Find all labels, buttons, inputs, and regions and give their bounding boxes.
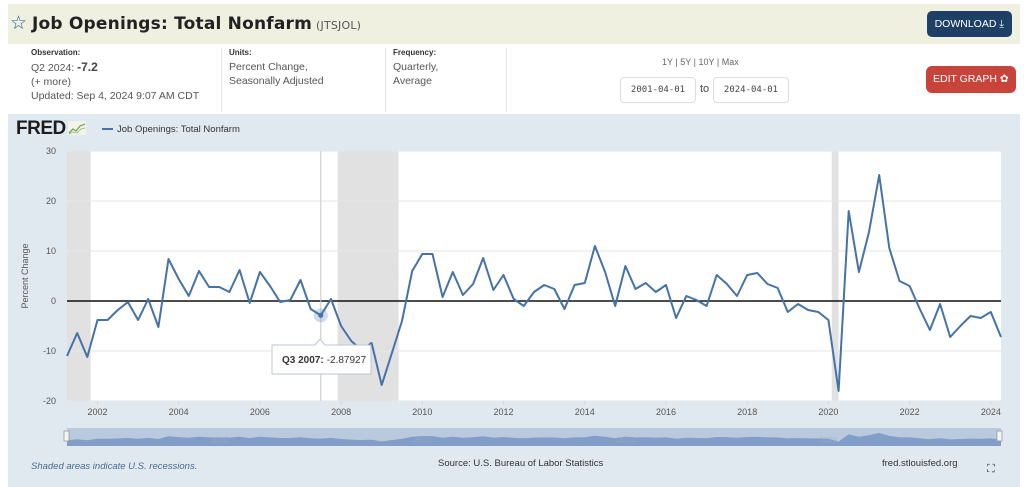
frequency-line1: Quarterly, xyxy=(393,61,439,73)
x-tick-label: 2018 xyxy=(737,407,757,417)
to-label: to xyxy=(700,83,710,95)
legend-label: Job Openings: Total Nonfarm xyxy=(117,124,240,135)
range-selector: 1Y | 5Y | 10Y | Max xyxy=(662,57,739,67)
x-tick-label: 2014 xyxy=(575,407,595,417)
x-tick-label: 2008 xyxy=(331,407,351,417)
updated-text: Updated: Sep 4, 2024 9:07 AM CDT xyxy=(31,90,200,102)
more-link[interactable]: (+ more) xyxy=(31,76,71,88)
observation-value: -7.2 xyxy=(77,60,98,74)
x-tick-label: 2024 xyxy=(981,407,1001,417)
y-tick-label: 30 xyxy=(46,146,56,156)
x-tick-label: 2010 xyxy=(412,407,432,417)
series-line xyxy=(66,174,1002,392)
x-tick-label: 2006 xyxy=(250,407,270,417)
navigator-handle-left[interactable] xyxy=(63,430,70,442)
start-date-input[interactable]: 2001-04-01 xyxy=(620,77,696,103)
end-date-input[interactable]: 2024-04-01 xyxy=(713,77,789,103)
range-sep: | xyxy=(675,57,678,67)
divider xyxy=(506,48,507,112)
x-tick-label: 2012 xyxy=(494,407,514,417)
fullscreen-icon[interactable]: ⛶ xyxy=(987,462,995,475)
navigator[interactable]: 2005 2010 2015 2020 xyxy=(63,428,1003,446)
chart-legend: Job Openings: Total Nonfarm xyxy=(102,124,240,135)
tooltip: Q3 2007: -2.87927 xyxy=(271,338,372,375)
y-tick-label: -20 xyxy=(43,396,56,406)
range-1y[interactable]: 1Y xyxy=(662,57,673,67)
edit-graph-button[interactable]: EDIT GRAPH ✿ xyxy=(926,66,1016,93)
recession-note: Shaded areas indicate U.S. recessions. xyxy=(31,461,198,472)
x-tick-label: 2016 xyxy=(656,407,676,417)
divider xyxy=(221,48,222,112)
download-icon: ⤓ xyxy=(999,18,1004,30)
range-sep: | xyxy=(716,57,720,67)
navigator-area xyxy=(67,433,1001,446)
download-label: DOWNLOAD xyxy=(934,18,997,30)
frequency-line2: Average xyxy=(393,75,432,87)
navigator-label: 2015 xyxy=(616,436,634,445)
hover-point xyxy=(318,312,324,318)
y-axis-label: Percent Change xyxy=(20,243,30,308)
series-header: ☆ Job Openings: Total Nonfarm (JTSJOL) DO… xyxy=(8,4,1020,44)
range-5y[interactable]: 5Y xyxy=(680,57,692,67)
y-tick-label: 10 xyxy=(46,246,56,256)
series-title: Job Openings: Total Nonfarm xyxy=(32,14,313,34)
units-line1: Percent Change, xyxy=(229,61,308,73)
edit-graph-label: EDIT GRAPH xyxy=(933,73,997,85)
divider xyxy=(385,48,386,112)
units-block: Units: Percent Change, Seasonally Adjust… xyxy=(229,48,379,110)
x-tick-label: 2004 xyxy=(169,407,189,417)
fred-url-link[interactable]: fred.stlouisfed.org xyxy=(882,458,958,469)
navigator-handle-right[interactable] xyxy=(996,430,1003,442)
y-tick-label: -10 xyxy=(43,346,56,356)
fred-logo: FRED xyxy=(16,118,86,140)
navigator-label: 2020 xyxy=(820,436,838,445)
source-text: Source: U.S. Bureau of Labor Statistics xyxy=(438,458,604,469)
download-button[interactable]: DOWNLOAD ⤓ xyxy=(926,11,1012,37)
range-sep: | xyxy=(693,57,696,67)
recession-band xyxy=(67,151,91,401)
tooltip-value: -2.87927 xyxy=(327,355,367,366)
y-tick-label: 20 xyxy=(46,196,56,206)
favorite-star-icon[interactable]: ☆ xyxy=(10,12,28,34)
page-title: Job Openings: Total Nonfarm (JTSJOL) xyxy=(32,14,361,34)
frequency-label: Frequency: xyxy=(393,48,437,57)
fred-logo-text: FRED xyxy=(16,118,66,139)
y-tick-label: 0 xyxy=(51,296,56,306)
range-max[interactable]: Max xyxy=(721,57,739,67)
plot-background xyxy=(67,151,1001,401)
series-id: (JTSJOL) xyxy=(316,19,362,32)
navigator-label: 2010 xyxy=(413,436,431,445)
gear-icon: ✿ xyxy=(999,73,1009,85)
fred-logo-chart-icon xyxy=(67,121,86,135)
frequency-block: Frequency: Quarterly, Average xyxy=(393,48,493,110)
legend-swatch xyxy=(102,128,113,131)
svg-text:Q3 2007:-2.87927: Q3 2007: -2.87927 xyxy=(282,355,367,366)
range-10y[interactable]: 10Y xyxy=(698,57,715,67)
x-tick-label: 2022 xyxy=(900,407,920,417)
units-line2: Seasonally Adjusted xyxy=(229,75,324,87)
observation-label: Observation: xyxy=(31,48,81,57)
recession-band xyxy=(831,151,839,401)
units-label: Units: xyxy=(229,48,252,57)
x-tick-label: 2020 xyxy=(818,407,838,417)
observation-block: Observation: Q2 2024: -7.2 (+ more) Upda… xyxy=(31,48,221,110)
tooltip-period: Q3 2007: xyxy=(282,355,324,366)
navigator-label: 2005 xyxy=(210,436,228,445)
x-tick-label: 2002 xyxy=(87,407,107,417)
observation-period: Q2 2024: xyxy=(31,62,75,74)
